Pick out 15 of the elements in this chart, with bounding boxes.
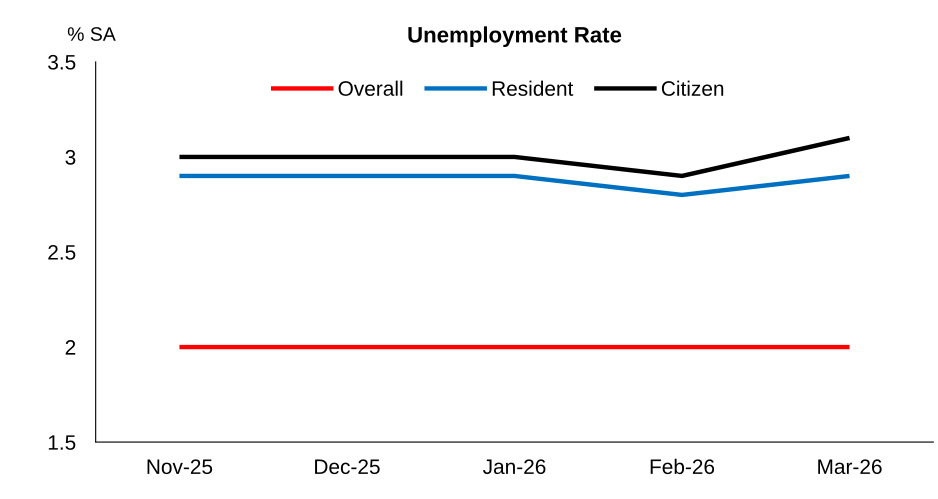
x-tick-label: Feb-26 [650, 458, 714, 474]
legend-label: Citizen [662, 80, 724, 96]
y-tick-label: 1.5 [48, 435, 76, 450]
x-tick-label: Nov-25 [148, 459, 212, 474]
legend-label: Overall [338, 80, 402, 96]
x-tick-label: Dec-25 [315, 459, 380, 474]
legend-label: Resident [492, 80, 574, 96]
x-tick-label: Mar-26 [818, 459, 882, 474]
x-tick-label: Jan-26 [482, 459, 546, 474]
y-tick-label: 2 [66, 340, 76, 355]
y-tick-label: 2.5 [48, 244, 76, 260]
y-tick-label: 3 [65, 150, 76, 165]
chart-title: Unemployment Rate [408, 26, 622, 48]
y-tick-label: 3.5 [48, 54, 76, 70]
y-axis-title: % SA [68, 27, 116, 41]
